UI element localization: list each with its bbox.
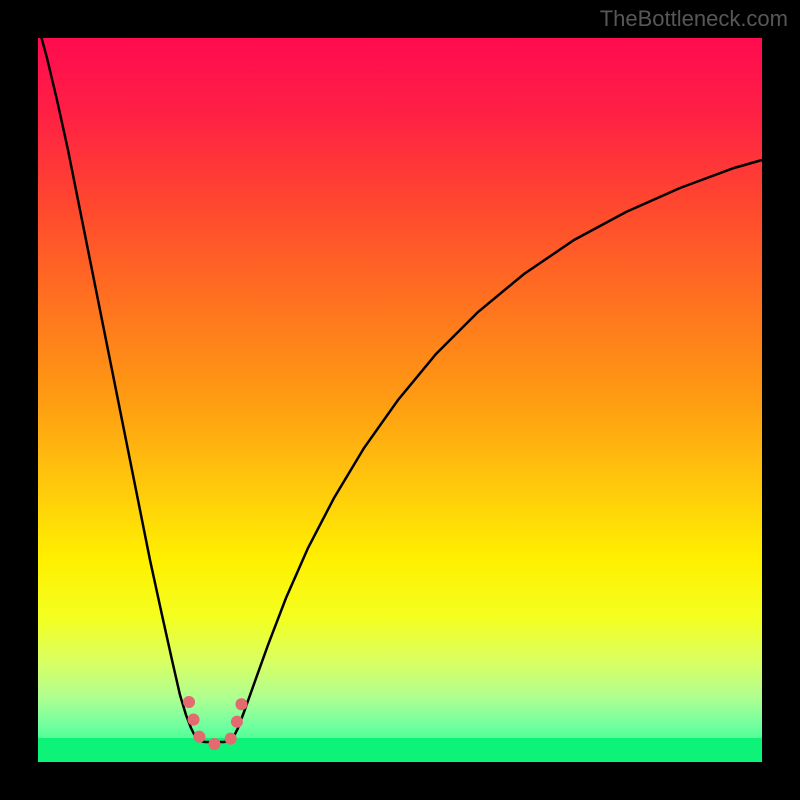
bottleneck-chart-svg <box>0 0 800 800</box>
watermark-text: TheBottleneck.com <box>600 6 788 32</box>
chart-plot-area <box>38 38 762 762</box>
chart-container: TheBottleneck.com <box>0 0 800 800</box>
optimal-zone-band <box>38 738 762 762</box>
